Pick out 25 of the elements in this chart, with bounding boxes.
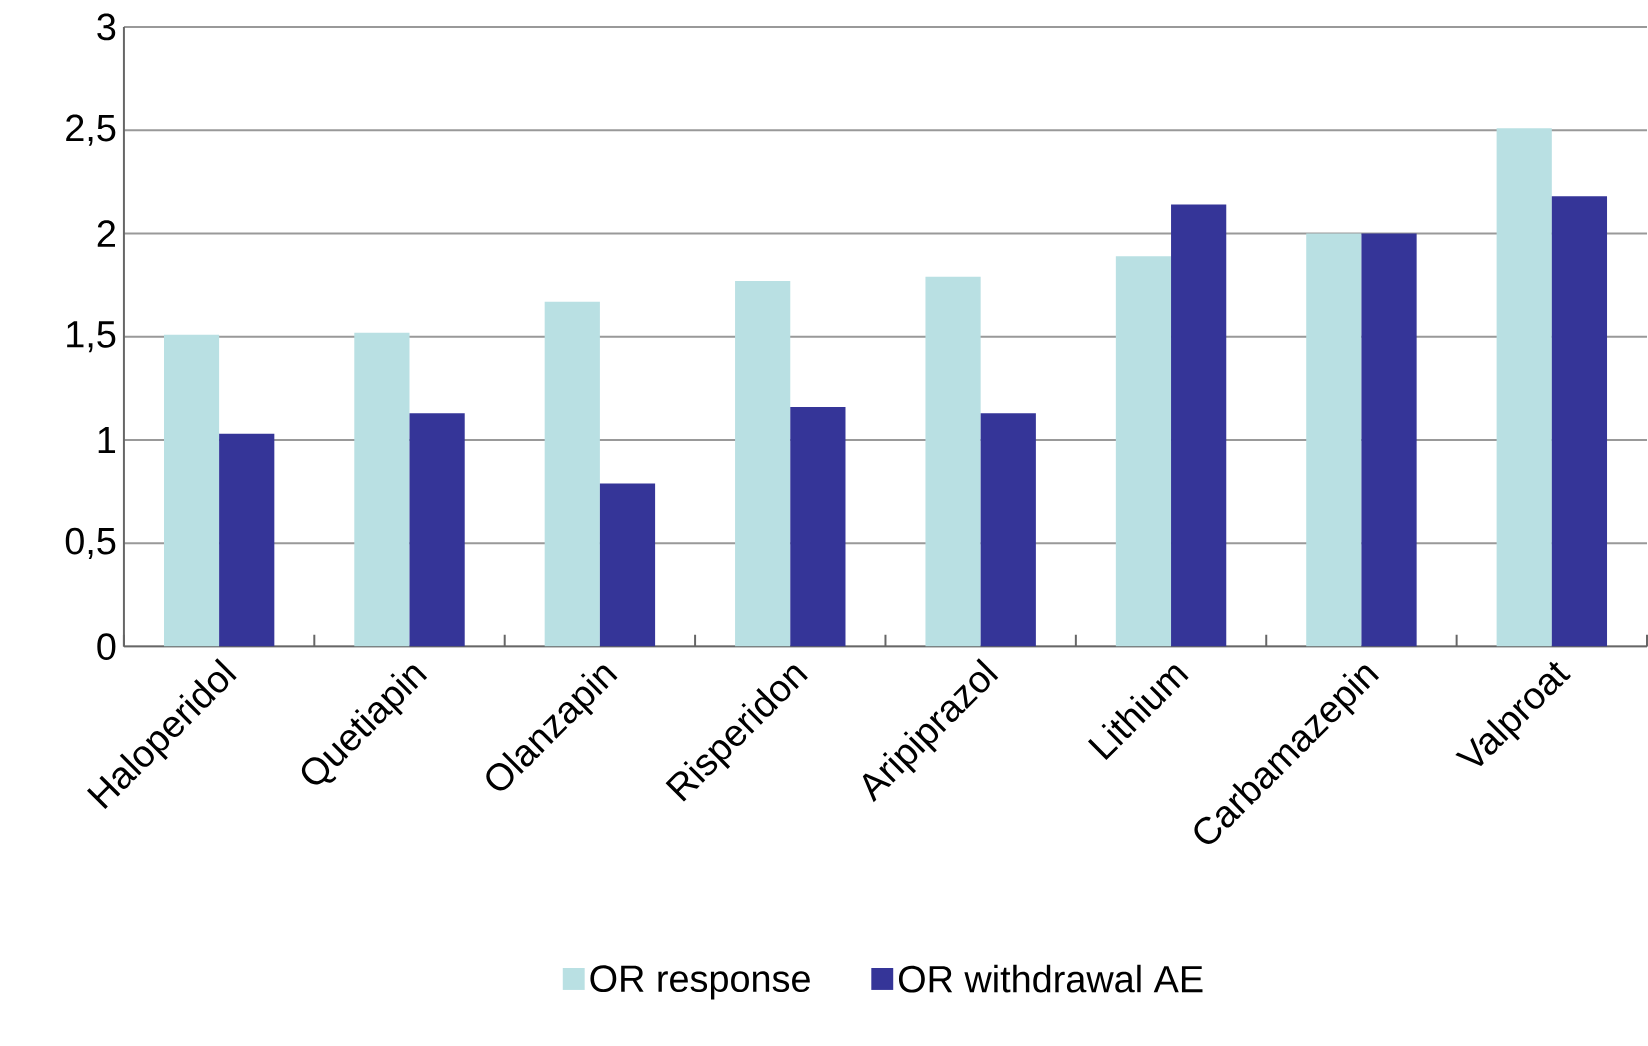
- y-tick-label: 2: [97, 220, 115, 247]
- bar: [790, 406, 846, 647]
- legend-label: OR withdrawal AE: [898, 964, 1203, 993]
- bar: [735, 280, 791, 647]
- bar: [980, 413, 1036, 647]
- bar: [1306, 233, 1362, 647]
- y-tick-label: 2,5: [66, 114, 116, 146]
- bar: [354, 332, 410, 647]
- bar: [1171, 204, 1227, 647]
- bar: [219, 433, 275, 647]
- y-tick-label: 3: [97, 13, 116, 41]
- bar: [1361, 233, 1417, 647]
- bar: [925, 276, 981, 647]
- bar: [1115, 256, 1172, 647]
- y-tick-label: 0,5: [65, 527, 116, 559]
- bar: [1551, 196, 1608, 647]
- bar: [163, 334, 220, 647]
- y-tick-label: 0: [97, 633, 116, 660]
- legend-label: OR response: [590, 965, 810, 1000]
- y-tick-label: 1,5: [67, 321, 116, 353]
- bar: [409, 413, 465, 647]
- bar: [544, 301, 600, 647]
- y-tick-label: 1: [98, 426, 116, 453]
- bar: [1496, 127, 1552, 647]
- bar: [599, 483, 656, 647]
